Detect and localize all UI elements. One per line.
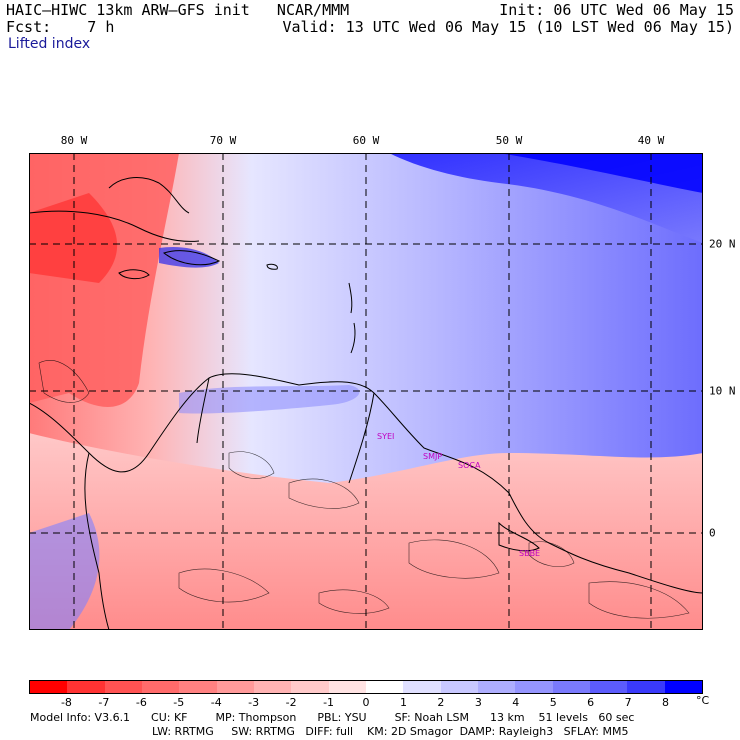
colorbar-tick-label: -8 (60, 696, 72, 709)
colorbar-swatch (67, 681, 105, 693)
forecast-hour: Fcst: 7 h (6, 18, 115, 36)
stable-band-south-caribbean (179, 385, 360, 414)
colorbar-tick-label: 4 (512, 696, 520, 709)
colorbar-swatch (627, 681, 665, 693)
longitude-label: 70 W (209, 134, 237, 147)
model-info-line-1: Model Info: V3.6.1 CU: KF MP: Thompson P… (30, 711, 635, 724)
colorbar-swatch (141, 681, 180, 693)
stable-cell-hispaniola (159, 246, 219, 268)
colorbar-tick-label: 7 (624, 696, 632, 709)
longitude-label: 40 W (637, 134, 665, 147)
colorbar-swatch (216, 681, 254, 693)
colorbar-swatch (664, 681, 702, 693)
lifted-index-contours (38, 360, 690, 619)
colorbar-unit: °C (696, 694, 710, 707)
colorbar-tick-label: 3 (474, 696, 482, 709)
colorbar-swatch (253, 681, 292, 693)
latitude-label: 0 (709, 526, 716, 540)
model-title: HAIC–HIWC 13km ARW–GFS init NCAR/MMM (6, 1, 350, 19)
colorbar-swatch (179, 681, 217, 693)
colorbar-swatch (440, 681, 478, 693)
colorbar-swatch (477, 681, 516, 693)
lifted-index-map (29, 153, 703, 630)
station-label: SMJP (423, 452, 443, 461)
station-label: SOCA (458, 461, 481, 470)
graticule (29, 153, 703, 630)
latitude-label: 20 N (709, 237, 736, 251)
colorbar-tick-label: -7 (98, 696, 110, 709)
longitude-label: 50 W (495, 134, 523, 147)
map-frame (29, 153, 703, 630)
stable-area-pacific (29, 513, 100, 630)
colorbar (29, 680, 703, 694)
colorbar-tick-label: 6 (587, 696, 595, 709)
unstable-core (29, 193, 118, 283)
colorbar-swatch (552, 681, 590, 693)
colorbar-tick-label: -6 (135, 696, 147, 709)
colorbar-swatch (291, 681, 329, 693)
colorbar-tick-label: -3 (248, 696, 260, 709)
field-name: Lifted index (8, 36, 91, 52)
latitude-label: 10 N (709, 384, 736, 398)
colorbar-swatch (104, 681, 142, 693)
model-info-line-2: LW: RRTMG SW: RRTMG DIFF: full KM: 2D Sm… (152, 725, 629, 738)
longitude-label: 80 W (60, 134, 88, 147)
colorbar-tick-label: -4 (210, 696, 222, 709)
colorbar-tick-label: -1 (323, 696, 335, 709)
colorbar-tick-label: 2 (437, 696, 445, 709)
colorbar-tick-label: 0 (362, 696, 370, 709)
init-time: Init: 06 UTC Wed 06 May 15 (499, 1, 734, 19)
colorbar-tick-label: 5 (549, 696, 557, 709)
valid-time: Valid: 13 UTC Wed 06 May 15 (10 LST Wed … (282, 18, 734, 36)
colorbar-tick-label: 1 (399, 696, 407, 709)
station-label: SBBE (519, 549, 541, 558)
colorbar-swatch (589, 681, 628, 693)
colorbar-swatch (30, 681, 68, 693)
colorbar-swatch (403, 681, 441, 693)
colorbar-tick-label: -5 (173, 696, 185, 709)
colorbar-tick-label: -2 (285, 696, 297, 709)
colorbar-swatch (515, 681, 553, 693)
colorbar-tick-label: 8 (662, 696, 670, 709)
stable-core (499, 153, 703, 193)
longitude-label: 60 W (352, 134, 380, 147)
station-label: SYEI (377, 432, 395, 441)
colorbar-swatch (328, 681, 366, 693)
colorbar-swatch (365, 681, 404, 693)
